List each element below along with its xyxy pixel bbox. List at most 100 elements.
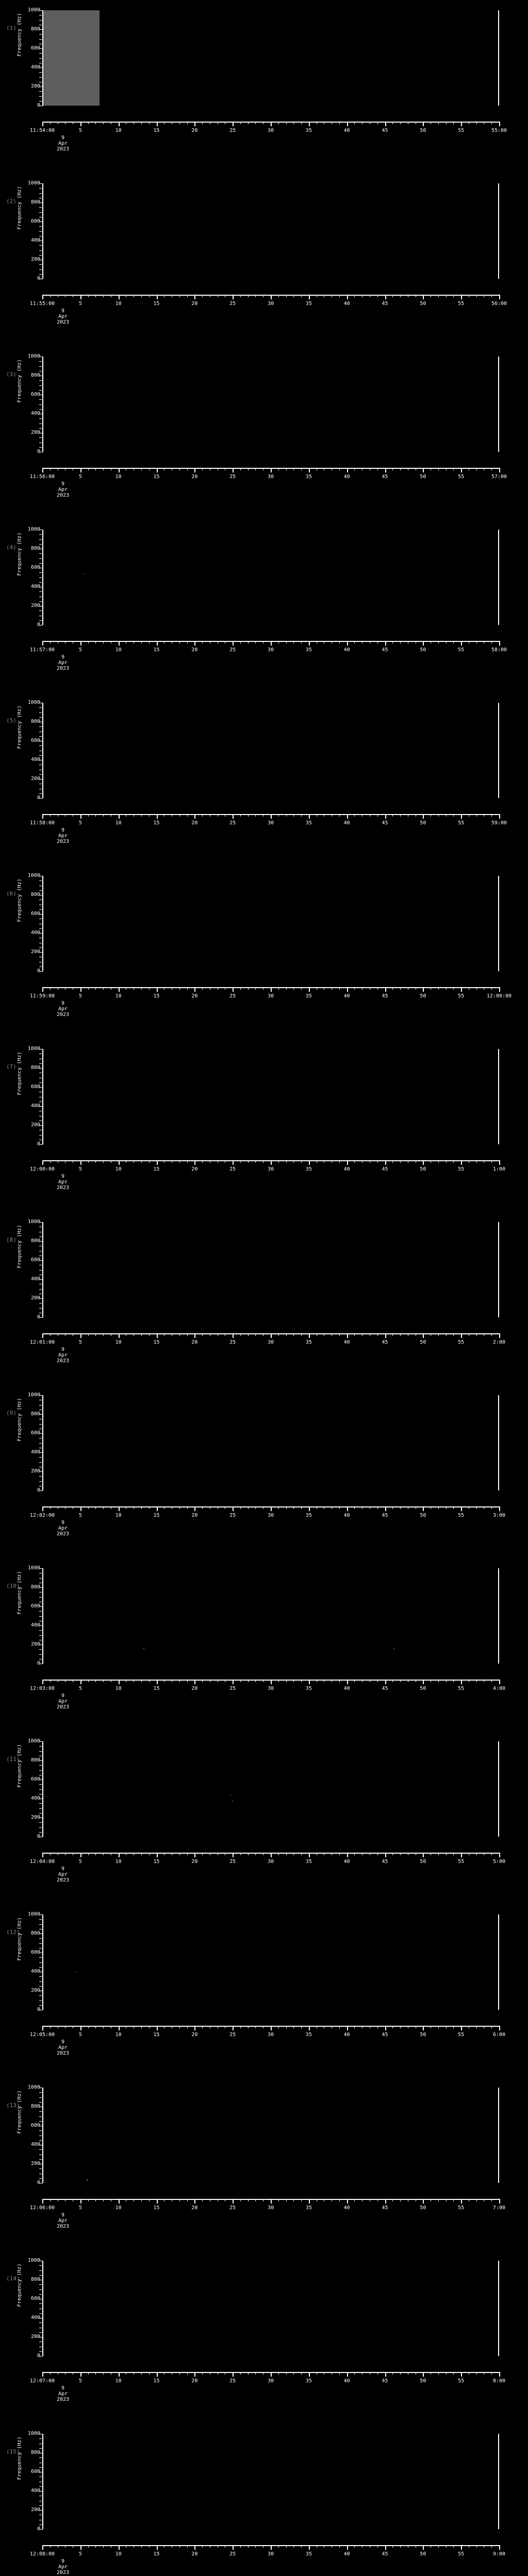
- date-stack: 9 Apr 2023: [42, 1001, 84, 1018]
- date-line: 9: [61, 2558, 65, 2564]
- x-tick-mark: [103, 295, 104, 297]
- date-stack: 9 Apr 2023: [42, 827, 84, 844]
- y-tick-mark: [39, 2505, 42, 2506]
- y-tick-labels: 1000 800 600 400 200 0: [13, 1912, 40, 2012]
- y-tick-mark: [39, 1760, 43, 1761]
- plot-area[interactable]: [42, 2434, 499, 2529]
- x-tick-label: 5:00: [492, 1859, 506, 1865]
- x-tick-mark: [194, 2199, 196, 2204]
- x-tick-mark: [118, 2545, 120, 2550]
- x-tick-mark: [118, 987, 120, 992]
- x-tick-mark: [423, 814, 424, 819]
- data-speckle: [143, 1648, 145, 1650]
- x-tick-mark: [453, 1853, 454, 1855]
- x-axis: [42, 295, 500, 300]
- x-tick-mark: [148, 2026, 150, 2028]
- x-tick-mark: [354, 2026, 355, 2028]
- x-tick-mark: [499, 1333, 500, 1338]
- x-tick-mark: [339, 2026, 340, 2028]
- x-tick-mark: [339, 122, 340, 124]
- plot-area[interactable]: [42, 530, 499, 625]
- plot-area[interactable]: [42, 1222, 499, 1317]
- x-tick-mark: [308, 2199, 310, 2204]
- y-tick-label: 0: [37, 2353, 40, 2359]
- plot-area[interactable]: [42, 2261, 499, 2356]
- plot-area[interactable]: [42, 2088, 499, 2183]
- x-tick-mark: [255, 2372, 256, 2375]
- x-tick-mark: [354, 2199, 355, 2201]
- panel-index-label: (10): [6, 1583, 20, 1589]
- x-tick-label: 12:04:00: [29, 1859, 55, 1865]
- x-tick-mark: [278, 1333, 279, 1336]
- y-tick-mark: [39, 1414, 43, 1415]
- x-tick-mark: [438, 1853, 439, 1855]
- panel-index-label: (5): [6, 717, 16, 724]
- y-tick-mark: [39, 1827, 42, 1828]
- x-tick-mark: [377, 1680, 378, 1682]
- x-tick-mark: [80, 122, 81, 126]
- x-tick-label: 5: [78, 820, 82, 826]
- y-tick-marks: [39, 2088, 43, 2183]
- y-tick-mark: [39, 183, 43, 184]
- x-tick-label: 50: [420, 820, 426, 826]
- plot-area[interactable]: [42, 1914, 499, 2010]
- y-tick-label: 800: [30, 2450, 40, 2455]
- y-tick-mark: [39, 1578, 42, 1579]
- x-tick-labels: 12:02:00 5 10 15 20 25 30 35 40 45 50 55 3:00: [0, 1513, 528, 1520]
- y-tick-label: 800: [30, 1930, 40, 1936]
- x-tick-mark: [271, 1333, 272, 1338]
- x-tick-mark: [453, 641, 454, 643]
- x-tick-mark: [103, 2545, 104, 2548]
- plot-area[interactable]: [42, 1568, 499, 1664]
- x-tick-mark: [278, 2026, 279, 2028]
- x-tick-labels: 12:08:00 5 10 15 20 25 30 35 40 45 50 55 9:00: [0, 2551, 528, 2558]
- x-tick-label: 5: [78, 2551, 82, 2557]
- x-tick-mark: [446, 2026, 447, 2028]
- x-tick-label: 5: [78, 1859, 82, 1865]
- plot-area[interactable]: [42, 10, 499, 106]
- x-tick-mark: [491, 987, 492, 990]
- x-tick-mark: [80, 2199, 81, 2204]
- x-tick-mark: [202, 2026, 203, 2028]
- x-tick-mark: [461, 2372, 463, 2377]
- date-stack: 9 Apr 2023: [42, 1520, 84, 1537]
- x-tick-mark: [423, 295, 424, 299]
- x-tick-mark: [118, 1160, 120, 1165]
- x-tick-mark: [423, 987, 424, 992]
- x-tick-mark: [95, 1160, 96, 1163]
- x-tick-mark: [385, 468, 386, 472]
- plot-area[interactable]: [42, 1049, 499, 1144]
- x-tick-label: 25: [229, 820, 236, 826]
- date-line: 2023: [56, 1877, 70, 1883]
- x-tick-label: 30: [267, 301, 274, 307]
- data-speckle: [84, 573, 86, 575]
- x-tick-label: 20: [191, 993, 198, 999]
- plot-area[interactable]: [42, 1395, 499, 1490]
- x-tick-label: 20: [191, 2032, 198, 2038]
- x-tick-mark: [446, 122, 447, 124]
- x-tick-mark: [118, 1853, 120, 1857]
- y-tick-label: 0: [37, 795, 40, 801]
- x-tick-mark: [392, 295, 393, 297]
- x-tick-mark: [248, 987, 249, 990]
- x-tick-mark: [286, 987, 287, 990]
- x-tick-mark: [491, 2372, 492, 2375]
- x-tick-labels: 12:04:00 5 10 15 20 25 30 35 40 45 50 55 5:00: [0, 1859, 528, 1866]
- plot-area[interactable]: [42, 703, 499, 798]
- plot-area[interactable]: [42, 876, 499, 971]
- spectrogram-panel: (5) Frequency (Hz) 1000 800 600 400 200 0 11:58:…: [0, 692, 528, 866]
- x-tick-mark: [499, 1160, 500, 1165]
- x-tick-mark: [202, 987, 203, 990]
- x-tick-mark: [42, 122, 43, 126]
- x-tick-label: 35: [305, 993, 312, 999]
- plot-area[interactable]: [42, 357, 499, 452]
- y-tick-marks: [39, 530, 43, 625]
- x-tick-mark: [118, 641, 120, 646]
- x-tick-mark: [255, 641, 256, 643]
- x-tick-mark: [95, 468, 96, 470]
- plot-area[interactable]: [42, 1741, 499, 1837]
- plot-area[interactable]: [42, 183, 499, 279]
- y-tick-mark: [39, 1630, 42, 1631]
- x-tick-mark: [202, 2372, 203, 2375]
- y-tick-label: 400: [30, 1795, 40, 1801]
